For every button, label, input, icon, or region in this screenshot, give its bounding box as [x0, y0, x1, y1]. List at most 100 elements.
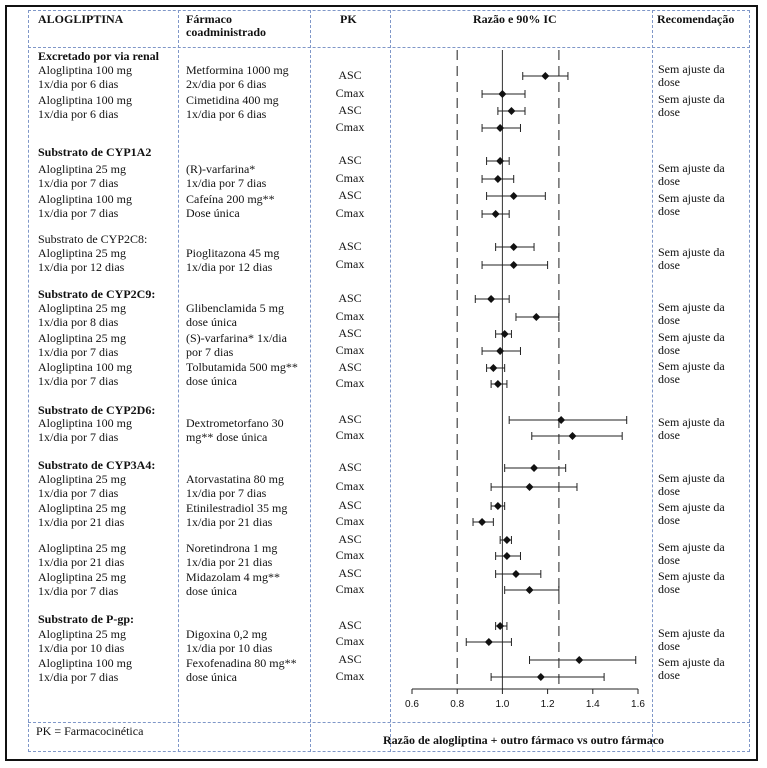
drug-regimen: Alogliptina 100 mg 1x/dia por 7 dias [38, 656, 132, 684]
column-divider [178, 10, 179, 752]
pk-label: Cmax [336, 309, 365, 323]
drug-regimen: Alogliptina 25 mg 1x/dia por 7 dias [38, 331, 126, 359]
section-title: Excretado por via renal [38, 49, 159, 63]
pk-label: Cmax [336, 479, 365, 493]
drug-regimen: Alogliptina 25 mg 1x/dia por 21 dias [38, 501, 126, 529]
point-estimate [496, 124, 505, 132]
drug-regimen: Alogliptina 100 mg 1x/dia por 6 dias [38, 63, 132, 91]
point-estimate [509, 243, 518, 251]
recommendation: Sem ajuste da dose [658, 92, 725, 119]
point-estimate [575, 656, 584, 664]
header-pk: PK [340, 12, 357, 26]
pk-label: ASC [338, 188, 361, 202]
point-estimate [478, 518, 487, 526]
drug-regimen: Alogliptina 100 mg 1x/dia por 7 dias [38, 360, 132, 388]
coadministered-drug: Etinilestradiol 35 mg 1x/dia por 21 dias [186, 501, 288, 529]
header-recommendation: Recomendação [657, 12, 735, 26]
point-estimate [511, 570, 520, 578]
recommendation: Sem ajuste da dose [658, 330, 725, 357]
point-estimate [509, 261, 518, 269]
point-estimate [493, 175, 502, 183]
drug-regimen: Alogliptina 100 mg 1x/dia por 7 dias [38, 192, 132, 220]
column-divider [652, 10, 653, 752]
recommendation: Sem ajuste da dose [658, 415, 725, 442]
point-estimate [557, 416, 566, 424]
coadministered-drug: Dextrometorfano 30 mg** dose única [186, 416, 284, 444]
point-estimate [502, 536, 511, 544]
point-estimate [507, 107, 516, 115]
header-coadmin: Fármaco coadministrado [186, 12, 267, 39]
point-estimate [525, 586, 534, 594]
x-tick-label: 1.2 [541, 699, 555, 710]
x-axis-title: Razão de alogliptina + outro fármaco vs … [383, 733, 665, 747]
pk-label: Cmax [336, 120, 365, 134]
coadministered-drug: Glibenclamida 5 mg dose única [186, 301, 284, 329]
header-drug: ALOGLIPTINA [38, 12, 124, 26]
recommendation: Sem ajuste da dose [658, 359, 725, 386]
point-estimate [525, 483, 534, 491]
coadministered-drug: Cafeína 200 mg** Dose única [186, 192, 275, 220]
point-estimate [532, 313, 541, 321]
column-divider [390, 10, 391, 752]
drug-regimen: Alogliptina 25 mg 1x/dia por 12 dias [38, 246, 126, 274]
coadministered-drug: Fexofenadina 80 mg** dose única [186, 656, 297, 684]
pk-label: ASC [338, 291, 361, 305]
drug-regimen: Alogliptina 100 mg 1x/dia por 6 dias [38, 93, 132, 121]
recommendation: Sem ajuste da dose [658, 245, 725, 272]
point-estimate [496, 157, 505, 165]
coadministered-drug: Tolbutamida 500 mg** dose única [186, 360, 298, 388]
pk-label: Cmax [336, 206, 365, 220]
x-tick-label: 0.8 [450, 699, 464, 710]
point-estimate [536, 673, 545, 681]
recommendation: Sem ajuste da dose [658, 626, 725, 653]
recommendation: Sem ajuste da dose [658, 540, 725, 567]
footnote-pk: PK = Farmacocinética [36, 724, 144, 738]
point-estimate [496, 347, 505, 355]
pk-label: Cmax [336, 171, 365, 185]
point-estimate [509, 192, 518, 200]
section-title: Substrato de CYP2C9: [38, 287, 156, 301]
recommendation: Sem ajuste da dose [658, 300, 725, 327]
pk-label: Cmax [336, 548, 365, 562]
recommendation: Sem ajuste da dose [658, 471, 725, 498]
pk-label: ASC [338, 566, 361, 580]
recommendation: Sem ajuste da dose [658, 500, 725, 527]
point-estimate [484, 638, 493, 646]
coadministered-drug: (S)-varfarina* 1x/dia por 7 dias [186, 331, 287, 359]
coadministered-drug: Metformina 1000 mg 2x/dia por 6 dias [186, 63, 289, 91]
section-title: Substrato de CYP3A4: [38, 458, 156, 472]
pk-label: ASC [338, 498, 361, 512]
drug-regimen: Alogliptina 25 mg 1x/dia por 8 dias [38, 301, 126, 329]
header-divider [28, 47, 750, 48]
column-divider [310, 10, 311, 752]
recommendation: Sem ajuste da dose [658, 161, 725, 188]
outer-border [5, 5, 758, 761]
drug-regimen: Alogliptina 25 mg 1x/dia por 7 dias [38, 570, 126, 598]
header-ratio: Razão e 90% IC [473, 12, 557, 26]
coadministered-drug: Pioglitazona 45 mg 1x/dia por 12 dias [186, 246, 280, 274]
pk-label: ASC [338, 412, 361, 426]
x-tick-label: 1.4 [586, 699, 600, 710]
coadministered-drug: Midazolam 4 mg** dose única [186, 570, 280, 598]
x-tick-label: 0.6 [405, 699, 419, 710]
table-border [28, 10, 750, 752]
section-title: Substrato de P-gp: [38, 612, 135, 626]
pk-label: Cmax [336, 582, 365, 596]
point-estimate [491, 210, 500, 218]
point-estimate [530, 464, 539, 472]
drug-regimen: Alogliptina 100 mg 1x/dia por 7 dias [38, 416, 132, 444]
pk-label: ASC [338, 532, 361, 546]
pk-label: ASC [338, 153, 361, 167]
recommendation: Sem ajuste da dose [658, 62, 725, 89]
pk-label: Cmax [336, 257, 365, 271]
coadministered-drug: Atorvastatina 80 mg 1x/dia por 7 dias [186, 472, 284, 500]
point-estimate [568, 432, 577, 440]
pk-label: ASC [338, 239, 361, 253]
section-title: Substrato de CYP2C8: [38, 232, 148, 246]
pk-label: ASC [338, 360, 361, 374]
pk-label: Cmax [336, 669, 365, 683]
point-estimate [541, 72, 550, 80]
x-tick-label: 1.0 [495, 699, 509, 710]
